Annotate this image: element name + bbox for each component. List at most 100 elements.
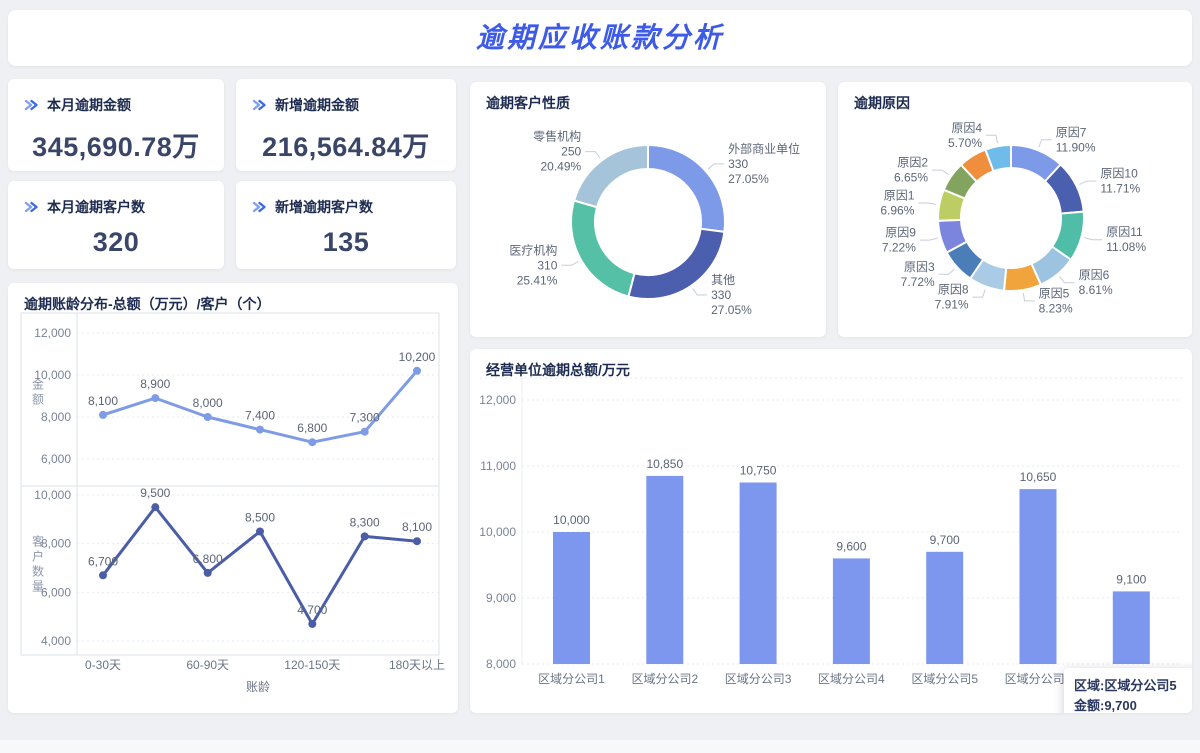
pie-slice[interactable] (627, 227, 726, 301)
bar[interactable] (739, 482, 777, 665)
bar[interactable] (1019, 489, 1057, 664)
kpi-label: 本月逾期客户数 (47, 199, 145, 215)
data-point[interactable] (360, 532, 369, 541)
point-label: 8,900 (140, 377, 170, 391)
page-bottom-strip (0, 740, 1200, 753)
y-axis-name: 金 (32, 377, 44, 392)
label-leader-line (938, 268, 955, 275)
bar-category-label: 区域分公司1 (538, 672, 605, 686)
point-label: 9,500 (140, 486, 170, 500)
data-point[interactable] (203, 568, 212, 577)
bar-value-label: 10,650 (1020, 470, 1057, 484)
point-label: 4,700 (297, 603, 327, 617)
y-tick-label: 10,000 (34, 488, 71, 502)
y-tick-label: 6,000 (41, 585, 71, 599)
label-leader-line (1022, 292, 1035, 302)
slice-label: 原因5 8.23% (1039, 286, 1073, 315)
point-label: 6,800 (193, 552, 223, 566)
aging-line-chart: 12,000 10,000 8,000 6,000 8,100 8,900 8,000 7,4… (20, 312, 445, 694)
data-point[interactable] (203, 413, 212, 421)
label-leader-line (932, 169, 949, 176)
bar[interactable] (832, 558, 870, 664)
overdue-reason-card: 逾期原因 原因7 11.90% 原因10 11.71% 原因11 11.08% 原因6 8.6… (838, 82, 1192, 337)
double-chevron-right-icon (252, 99, 266, 111)
pie-slice[interactable] (570, 199, 636, 298)
bar-category-label: 区域分公司4 (818, 672, 885, 686)
kpi-label: 本月逾期金额 (47, 97, 131, 113)
plot-frame (20, 312, 440, 656)
pie-slice[interactable] (647, 143, 726, 234)
bar-value-label: 9,700 (930, 533, 960, 547)
double-chevron-right-icon (24, 201, 38, 213)
y-tick-label: 11,000 (480, 459, 516, 473)
label-leader-line (1079, 180, 1097, 186)
bar[interactable] (646, 475, 684, 664)
data-point[interactable] (151, 503, 160, 512)
bar[interactable] (926, 551, 964, 664)
x-tick-label: 180天以上 (389, 658, 445, 672)
label-leader-line (707, 163, 725, 170)
label-leader-line (986, 134, 998, 144)
label-leader-line (1038, 139, 1052, 148)
data-point[interactable] (308, 619, 317, 628)
point-label: 8,500 (245, 511, 275, 525)
data-point[interactable] (413, 366, 421, 375)
y-tick-label: 8,000 (486, 657, 516, 671)
data-point[interactable] (99, 571, 107, 580)
slice-label: 原因9 7.22% (882, 226, 916, 255)
data-point[interactable] (151, 394, 160, 403)
data-point[interactable] (256, 527, 264, 536)
y-tick-label: 10,000 (479, 525, 516, 539)
kpi-value: 320 (92, 227, 140, 257)
y-tick-label: 9,000 (486, 591, 516, 605)
slice-label: 原因6 8.61% (1079, 268, 1113, 297)
pie-slice[interactable] (984, 143, 1012, 173)
slice-label: 原因11 11.08% (1106, 225, 1146, 254)
pie-slice[interactable] (572, 143, 649, 209)
double-chevron-right-icon (252, 201, 266, 213)
x-tick-label: 120-150天 (284, 658, 340, 672)
data-point[interactable] (256, 425, 264, 434)
bar-category-label: 区域分公司5 (911, 672, 978, 686)
y-axis-name: 额 (32, 393, 44, 407)
bar[interactable] (553, 532, 590, 664)
label-leader-line (1059, 276, 1075, 284)
slice-label: 原因2 6.65% (894, 156, 928, 185)
customer-nature-donut-chart: 外部商业单位 330 27.05% 其他 330 27.05% 医疗机构 310 25.41% 零… (509, 129, 800, 317)
slice-label: 原因3 7.72% (901, 260, 935, 289)
label-leader-line (918, 202, 937, 205)
label-leader-line (972, 289, 986, 298)
data-point[interactable] (308, 438, 317, 447)
business-unit-bar-chart: 12,000 11,000 10,000 9,000 8,000 10,000 区域分公司1… (479, 377, 1182, 686)
kpi-card-new-overdue-amount: 新增逾期金额 216,564.84万 (236, 79, 456, 171)
bar[interactable] (1112, 591, 1150, 664)
bar-value-label: 10,000 (553, 513, 590, 527)
data-point[interactable] (99, 410, 107, 419)
data-point[interactable] (413, 537, 421, 546)
y-tick-label: 8,000 (41, 410, 71, 424)
y-tick-label: 8,000 (41, 537, 71, 551)
data-point[interactable] (360, 427, 369, 436)
y-axis-name: 数 (32, 564, 44, 579)
slice-label: 外部商业单位 330 27.05% (728, 141, 800, 186)
point-label: 7,300 (350, 411, 380, 425)
x-tick-label: 60-90天 (186, 658, 229, 672)
bar-category-label: 区域分公司6 (1005, 672, 1072, 686)
overdue-reason-donut-chart: 原因7 11.90%原因10 11.71% 原因11 11.08% 原因6 8.61%原因5… (880, 121, 1146, 316)
y-tick-label: 4,000 (41, 634, 71, 648)
y-tick-label: 12,000 (34, 326, 71, 340)
y-axis-name: 客 (32, 534, 44, 549)
bar-value-label: 10,850 (646, 457, 683, 471)
kpi-label: 新增逾期金额 (275, 97, 359, 113)
kpi-card-month-overdue-customers: 本月逾期客户数 320 (8, 181, 224, 269)
y-tick-label: 6,000 (41, 452, 71, 466)
y-axis-name: 户 (32, 549, 44, 564)
label-leader-line (919, 237, 938, 241)
customer-nature-card: 逾期客户性质 外部商业单位 330 27.05% 其他 330 27.05% 医疗机构 310… (470, 82, 826, 337)
kpi-label: 新增逾期客户数 (275, 199, 373, 215)
x-tick-label: 0-30天 (85, 658, 121, 672)
label-leader-line (585, 151, 601, 159)
point-label: 8,000 (193, 396, 223, 410)
business-unit-card: 经营单位逾期总额/万元 12,000 11,000 10,000 9,000 8,000… (470, 349, 1192, 713)
bar-value-label: 9,600 (836, 539, 866, 553)
